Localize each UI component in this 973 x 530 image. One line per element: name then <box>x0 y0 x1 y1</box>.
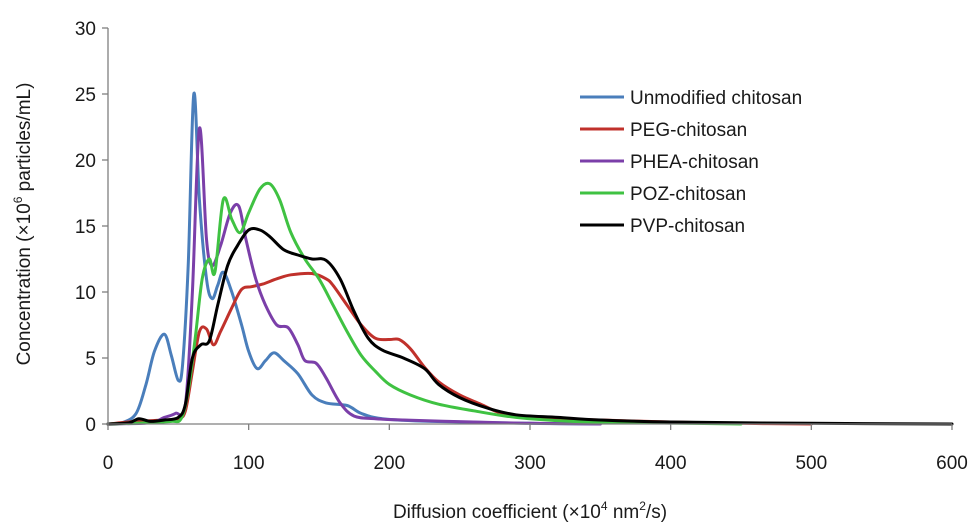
x-tick-label: 200 <box>373 453 405 474</box>
x-tick-label: 600 <box>936 453 968 474</box>
y-tick-label: 5 <box>85 349 96 370</box>
axes <box>102 27 953 430</box>
y-tick-label: 10 <box>75 283 96 304</box>
legend-label: PVP-chitosan <box>630 216 745 237</box>
y-axis-title: Concentration (×106 particles/mL) <box>11 83 35 366</box>
y-tick-label: 15 <box>75 217 96 238</box>
legend: Unmodified chitosan PEG-chitosan PHEA-chit… <box>580 88 802 237</box>
series-line-5 <box>106 227 954 426</box>
series-line-1 <box>106 91 602 426</box>
legend-label: PHEA-chitosan <box>630 152 759 173</box>
x-axis-title: Diffusion coefficient (×104 nm2/s) <box>393 499 667 523</box>
y-tick-label: 30 <box>75 19 96 40</box>
legend-label: Unmodified chitosan <box>630 88 802 109</box>
series-line-4 <box>106 181 743 426</box>
y-tick-label: 0 <box>85 415 96 436</box>
x-tick-label: 0 <box>103 453 114 474</box>
legend-label: POZ-chitosan <box>630 184 746 205</box>
legend-label: PEG-chitosan <box>630 120 747 141</box>
x-tick-label: 400 <box>655 453 687 474</box>
plot-lines <box>106 91 954 426</box>
x-tick-label: 300 <box>514 453 546 474</box>
x-tick-label: 500 <box>795 453 827 474</box>
y-tick-label: 25 <box>75 85 96 106</box>
x-tick-label: 100 <box>233 453 265 474</box>
y-tick-label: 20 <box>75 151 96 172</box>
series-line-3 <box>106 126 602 426</box>
